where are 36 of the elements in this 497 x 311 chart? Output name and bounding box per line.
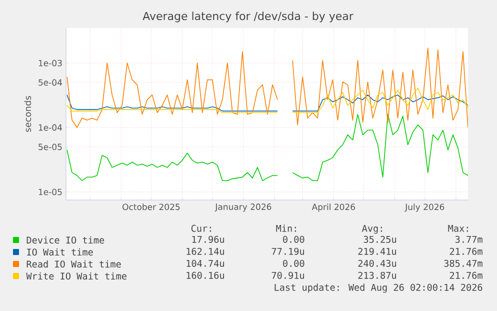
text: 0.00 xyxy=(283,236,304,243)
text: 21.76m xyxy=(450,248,482,255)
text: 17.96u xyxy=(192,236,224,243)
text: Last update: Wed Aug 26 02:00:14 2026 xyxy=(274,284,482,293)
text: Avg: xyxy=(362,224,382,234)
text: 35.25u xyxy=(364,236,396,243)
text: Max: xyxy=(448,224,468,232)
text: 21.76m xyxy=(450,272,482,279)
text: 385.47m xyxy=(444,260,482,267)
chart-title: Average latency for /dev/sda - by year xyxy=(142,12,354,22)
text: Min: xyxy=(276,224,296,232)
text: 3.77m xyxy=(455,236,482,243)
text: 162.14u xyxy=(186,248,224,255)
text: 219.41u xyxy=(358,248,396,255)
y-tick-label: 5e-05 xyxy=(38,144,62,150)
x-tick-label: April 2026 xyxy=(312,204,356,212)
y-tick-label: 1e-05 xyxy=(38,188,62,196)
legend-label: Device IO time xyxy=(26,236,104,244)
y-tick-label: 1e-03 xyxy=(38,60,62,66)
text: 0.00 xyxy=(283,260,304,267)
y-tick-label: 1e-04 xyxy=(38,124,62,131)
legend-label: IO Wait time xyxy=(27,248,93,256)
x-tick-label: October 2025 xyxy=(122,204,180,210)
text: Cur: xyxy=(191,224,211,232)
legend-label: Write IO Wait time xyxy=(26,272,126,280)
y-axis-title: seconds xyxy=(24,96,32,132)
text: 77.19u xyxy=(272,248,304,255)
y-tick-label: 5e-04 xyxy=(38,79,62,86)
text: 70.91u xyxy=(272,272,304,279)
x-tick-label: January 2026 xyxy=(214,204,272,212)
text: 213.87u xyxy=(358,272,396,279)
x-tick-label: July 2026 xyxy=(404,204,444,212)
text: 160.16u xyxy=(186,272,224,279)
legend-label: Read IO Wait time xyxy=(26,260,121,268)
text: 240.43u xyxy=(358,260,396,267)
text: 104.74u xyxy=(186,260,224,267)
